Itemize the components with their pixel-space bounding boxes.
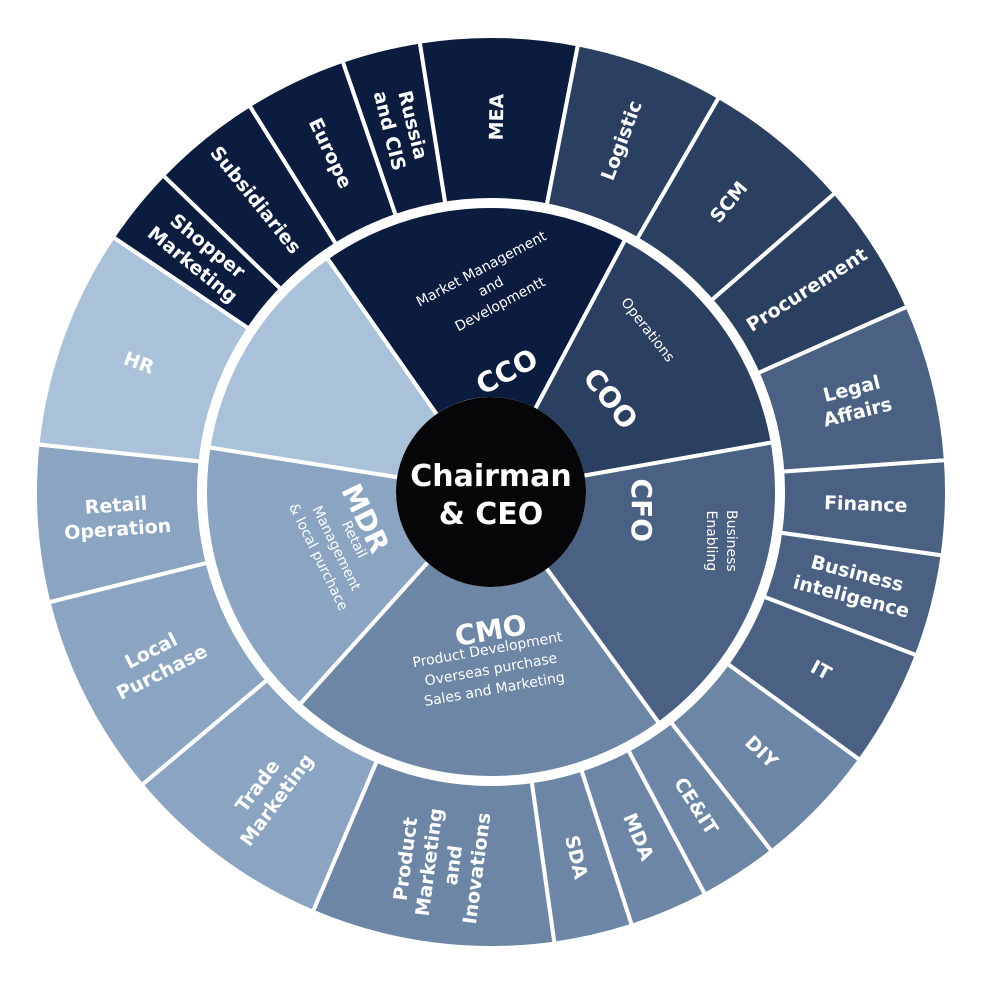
inner-description-line-1: Business xyxy=(723,510,739,572)
outer-segment-label: Finance xyxy=(824,492,908,517)
outer-segment-label: MEA xyxy=(486,93,509,140)
center-title-line-1: Chairman xyxy=(410,459,572,494)
outer-segment-procurement: Procurement xyxy=(707,190,910,377)
outer-segment-label-line-1: Retail xyxy=(84,493,148,519)
center-circle xyxy=(396,397,586,587)
inner-ring: Market ManagementandDevelopmenttCCOOpera… xyxy=(200,201,782,783)
outer-segment-ce-it: CE&IT xyxy=(624,717,774,897)
center-title-line-2: & CEO xyxy=(439,497,544,532)
outer-segment-label-line-3: and xyxy=(440,844,467,886)
outer-segment-hr: HR xyxy=(35,235,254,464)
ring-separator xyxy=(197,198,785,786)
inner-abbreviation: CFO xyxy=(625,479,658,542)
center-hub: Chairman & CEO xyxy=(396,397,586,587)
inner-description-line-2: Enabling xyxy=(703,510,719,571)
